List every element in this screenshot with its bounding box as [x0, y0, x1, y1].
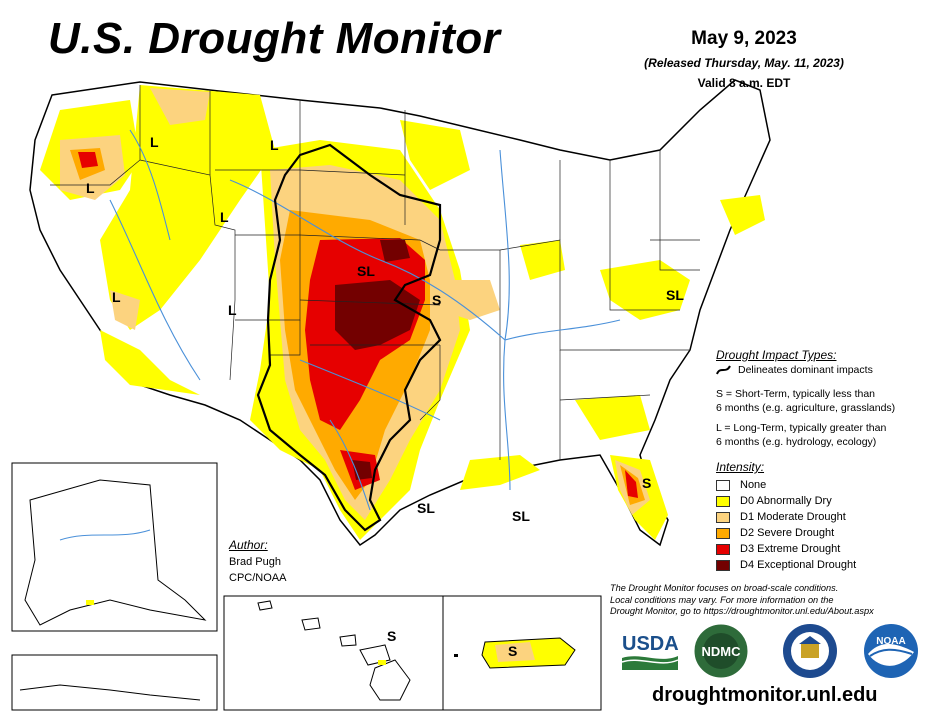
map-label-florida: S	[642, 475, 651, 491]
disclaimer: The Drought Monitor focuses on broad-sca…	[610, 583, 920, 618]
legend-label: D2 Severe Drought	[740, 527, 835, 539]
impact-long-term-2: 6 months (e.g. hydrology, ecology)	[716, 436, 877, 448]
map-label-nevada: L	[112, 289, 121, 305]
map-label-idaho: L	[150, 134, 159, 150]
page-title: U.S. Drought Monitor	[48, 14, 501, 63]
legend-label: D1 Moderate Drought	[740, 511, 846, 523]
legend-swatch	[716, 495, 730, 507]
puerto-rico-inset-frame	[442, 595, 602, 711]
puerto-rico-islet	[454, 654, 458, 657]
map-label-missouri: S	[432, 292, 441, 308]
impact-short-term-2: 6 months (e.g. agriculture, grasslands)	[716, 402, 896, 414]
svg-text:NDMC: NDMC	[702, 644, 742, 659]
map-label-gulf: SL	[512, 508, 530, 524]
impact-long-term-1: L = Long-Term, typically greater than	[716, 422, 887, 434]
map-label-oregon: L	[86, 180, 95, 196]
delineation-line-icon	[716, 365, 731, 375]
map-label-arizona: L	[228, 302, 237, 318]
map-label-kansas: SL	[357, 263, 375, 279]
commerce-seal-icon	[783, 624, 837, 678]
map-label-hawaii: S	[387, 628, 396, 644]
ndmc-logo: NDMC	[693, 623, 749, 679]
legend-swatch	[716, 527, 730, 539]
impact-short-term-1: S = Short-Term, typically less than	[716, 388, 876, 400]
hawaii-inset-frame	[223, 595, 444, 711]
legend-swatch	[716, 511, 730, 523]
svg-text:NOAA: NOAA	[876, 636, 905, 647]
map-label-wyoming: L	[220, 209, 229, 225]
alaska-inset-frame	[11, 462, 218, 632]
author-label: Author:	[229, 538, 268, 552]
legend-d3: D3 Extreme Drought	[716, 542, 840, 556]
disclaimer-line[interactable]: Drought Monitor, go to https://droughtmo…	[610, 606, 874, 616]
hawaii-d0	[378, 660, 386, 665]
map-label-montana: L	[270, 137, 279, 153]
valid-time: Valid 8 a.m. EDT	[697, 76, 791, 90]
legend-label: D0 Abnormally Dry	[740, 495, 832, 507]
legend-d4: D4 Exceptional Drought	[716, 558, 856, 572]
legend-label: None	[740, 479, 767, 491]
impact-delineates: Delineates dominant impacts	[738, 364, 873, 376]
map-date: May 9, 2023	[691, 28, 797, 49]
map-label-puerto-rico: S	[508, 643, 517, 659]
website-link[interactable]: droughtmonitor.unl.edu	[652, 684, 878, 706]
intensity-title: Intensity:	[716, 460, 765, 474]
aleutian-islands	[19, 684, 201, 701]
impact-types-title: Drought Impact Types:	[716, 348, 837, 362]
noaa-logo: NOAA	[864, 624, 918, 678]
disclaimer-line: The Drought Monitor focuses on broad-sca…	[610, 583, 839, 593]
state-boundaries	[50, 85, 700, 460]
release-date: (Released Thursday, May. 11, 2023)	[644, 56, 844, 70]
map-label-virginia: SL	[666, 287, 684, 303]
d4-regions	[335, 240, 420, 480]
aleutian-inset-frame	[11, 654, 218, 711]
alaska-river	[59, 529, 151, 541]
legend-d1: D1 Moderate Drought	[716, 510, 846, 524]
legend-swatch	[716, 543, 730, 555]
impact-delineation-lines	[256, 143, 442, 532]
puerto-rico-d1	[495, 642, 535, 662]
legend-none: None	[716, 478, 766, 492]
usda-logo: USDA	[621, 633, 679, 670]
legend-swatch	[716, 479, 730, 491]
alaska-d0	[86, 600, 94, 605]
legend-d2: D2 Severe Drought	[716, 526, 834, 540]
author-name: Brad Pugh	[229, 556, 281, 568]
legend-swatch	[716, 559, 730, 571]
hawaii-islands	[257, 600, 411, 701]
svg-text:USDA: USDA	[622, 633, 679, 655]
legend-d0: D0 Abnormally Dry	[716, 494, 832, 508]
map-label-texas-coast: SL	[417, 500, 435, 516]
alaska-outline	[24, 479, 207, 626]
legend-label: D3 Extreme Drought	[740, 543, 841, 555]
author-org: CPC/NOAA	[229, 572, 287, 584]
date-block: May 9, 2023 (Released Thursday, May. 11,…	[610, 28, 878, 90]
legend-label: D4 Exceptional Drought	[740, 559, 857, 571]
disclaimer-line: Local conditions may vary. For more info…	[610, 594, 834, 605]
